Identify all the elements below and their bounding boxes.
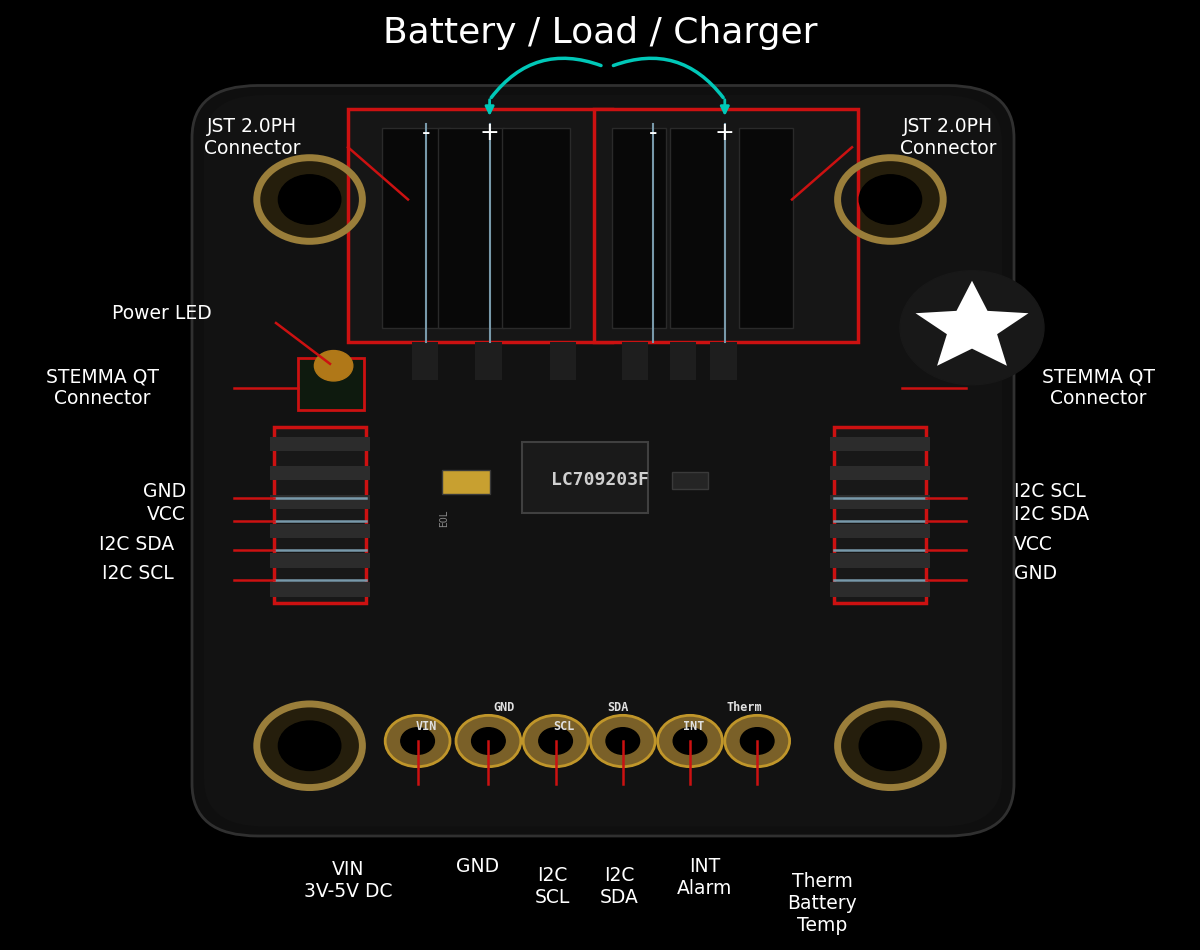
Circle shape — [859, 175, 922, 224]
Text: Therm
Battery
Temp: Therm Battery Temp — [787, 872, 857, 935]
Bar — [270, 495, 370, 509]
Text: GND: GND — [493, 701, 515, 714]
Circle shape — [606, 728, 640, 754]
Circle shape — [278, 721, 341, 770]
Circle shape — [590, 715, 655, 767]
Text: SDA: SDA — [607, 701, 629, 714]
Text: VCC: VCC — [1014, 535, 1052, 554]
FancyBboxPatch shape — [192, 86, 1014, 836]
Bar — [270, 466, 370, 481]
Text: I2C SDA: I2C SDA — [1014, 505, 1090, 524]
Circle shape — [658, 715, 722, 767]
Text: I2C
SDA: I2C SDA — [600, 866, 638, 907]
Bar — [270, 582, 370, 597]
Text: VIN
3V-5V DC: VIN 3V-5V DC — [304, 860, 392, 901]
Bar — [298, 358, 364, 410]
Text: I2C
SCL: I2C SCL — [534, 866, 570, 907]
Circle shape — [472, 728, 505, 754]
FancyBboxPatch shape — [204, 95, 1002, 826]
Circle shape — [725, 715, 790, 767]
Circle shape — [257, 158, 362, 241]
Bar — [834, 428, 926, 603]
Circle shape — [740, 728, 774, 754]
Bar — [830, 495, 930, 509]
Bar — [830, 437, 930, 451]
Text: I2C SCL: I2C SCL — [1014, 482, 1086, 501]
Circle shape — [278, 175, 341, 224]
Bar — [830, 553, 930, 567]
Bar — [270, 553, 370, 567]
Bar — [830, 582, 930, 597]
Bar — [739, 128, 793, 328]
Text: INT
Alarm: INT Alarm — [677, 857, 732, 898]
Circle shape — [838, 704, 943, 788]
Text: STEMMA QT
Connector: STEMMA QT Connector — [46, 367, 158, 408]
Text: VCC: VCC — [148, 505, 186, 524]
Bar — [670, 128, 724, 328]
Bar — [382, 128, 450, 328]
Bar — [622, 342, 648, 380]
Polygon shape — [916, 281, 1028, 366]
Text: Power LED: Power LED — [112, 304, 212, 323]
Circle shape — [314, 351, 353, 381]
Bar — [710, 342, 737, 380]
Bar — [270, 524, 370, 539]
Text: I2C SDA: I2C SDA — [98, 535, 174, 554]
Bar — [550, 342, 576, 380]
Circle shape — [401, 728, 434, 754]
Bar — [475, 342, 502, 380]
Bar — [442, 470, 490, 494]
Text: LC709203F: LC709203F — [551, 471, 649, 488]
Text: EOL: EOL — [439, 509, 449, 526]
Bar — [670, 342, 696, 380]
Bar — [594, 109, 858, 342]
Text: SCL: SCL — [553, 720, 575, 733]
Circle shape — [673, 728, 707, 754]
Circle shape — [257, 704, 362, 788]
Text: +: + — [480, 121, 499, 145]
Bar — [672, 472, 708, 489]
Bar — [502, 128, 570, 328]
Bar — [274, 428, 366, 603]
Text: Therm: Therm — [726, 701, 762, 714]
Text: I2C SCL: I2C SCL — [102, 564, 174, 583]
Text: GND: GND — [1014, 564, 1057, 583]
Text: INT: INT — [683, 720, 704, 733]
Circle shape — [900, 271, 1044, 385]
Text: -: - — [648, 121, 658, 145]
Bar — [830, 524, 930, 539]
Text: JST 2.0PH
Connector: JST 2.0PH Connector — [204, 117, 300, 159]
Bar — [438, 128, 504, 328]
Bar — [612, 128, 666, 328]
Circle shape — [539, 728, 572, 754]
Circle shape — [838, 158, 943, 241]
Circle shape — [456, 715, 521, 767]
Circle shape — [859, 721, 922, 770]
Circle shape — [385, 715, 450, 767]
Text: GND: GND — [456, 857, 499, 876]
Text: JST 2.0PH
Connector: JST 2.0PH Connector — [900, 117, 996, 159]
Text: GND: GND — [143, 482, 186, 501]
Bar — [270, 437, 370, 451]
Text: VIN: VIN — [415, 720, 437, 733]
Text: Battery / Load / Charger: Battery / Load / Charger — [383, 16, 817, 50]
Bar — [522, 442, 648, 513]
Circle shape — [523, 715, 588, 767]
Text: STEMMA QT
Connector: STEMMA QT Connector — [1042, 367, 1154, 408]
Bar — [830, 466, 930, 481]
Bar — [348, 109, 612, 342]
Text: +: + — [715, 121, 734, 145]
Text: -: - — [421, 121, 431, 145]
Bar — [412, 342, 438, 380]
